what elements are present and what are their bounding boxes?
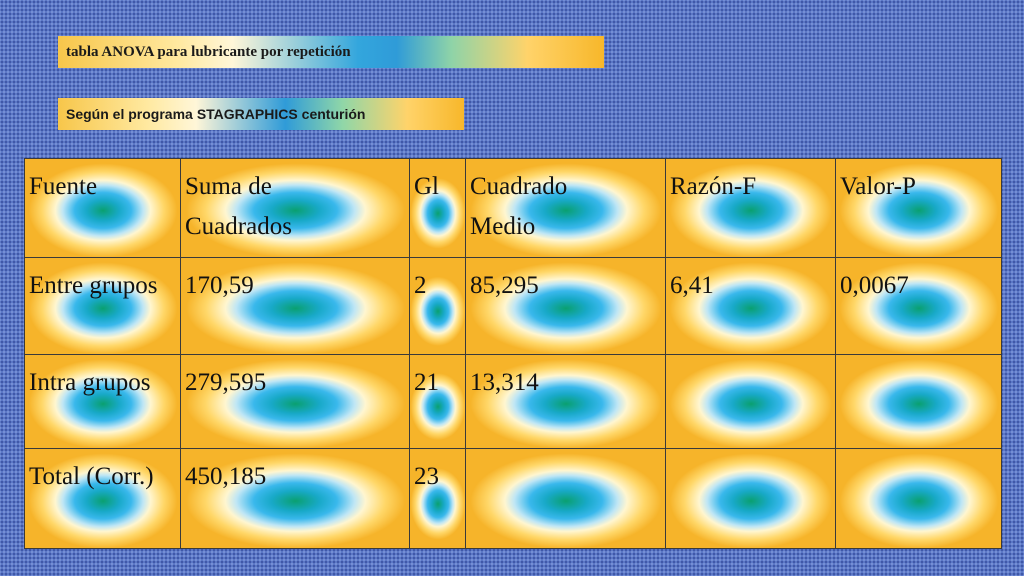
cell-fuente: Total (Corr.) <box>24 448 181 549</box>
table-row: Total (Corr.) 450,185 23 <box>24 448 1002 549</box>
cell-cuadrado-medio: 13,314 <box>465 354 666 449</box>
cell-cuadrado-medio <box>465 448 666 549</box>
slide-title: tabla ANOVA para lubricante por repetici… <box>66 43 351 60</box>
cell-cuadrado-medio: 85,295 <box>465 257 666 355</box>
cell-razon-f <box>665 354 836 449</box>
cell-valor-p <box>835 354 1002 449</box>
subtitle-suffix: centurión <box>301 106 366 122</box>
subtitle-prefix: Según el programa <box>66 106 193 122</box>
cell-gl: 23 <box>409 448 466 549</box>
cell-suma-cuadrados: 450,185 <box>180 448 410 549</box>
cell-gl: 2 <box>409 257 466 355</box>
cell-razon-f <box>665 448 836 549</box>
slide-title-banner: tabla ANOVA para lubricante por repetici… <box>58 36 604 68</box>
cell-valor-p <box>835 448 1002 549</box>
cell-fuente: Entre grupos <box>24 257 181 355</box>
cell-gl: 21 <box>409 354 466 449</box>
table-row: Entre grupos 170,59 2 85,295 6,41 0,0067 <box>24 257 1002 355</box>
header-gl: Gl <box>409 158 466 258</box>
header-cuadrado-medio: Cuadrado Medio <box>465 158 666 258</box>
header-suma-de-cuadrados: Suma de Cuadrados <box>180 158 410 258</box>
header-valor-p: Valor-P <box>835 158 1002 258</box>
table-row: Intra grupos 279,595 21 13,314 <box>24 354 1002 449</box>
header-fuente: Fuente <box>24 158 181 258</box>
table-header-row: Fuente Suma de Cuadrados Gl Cuadrado Medio… <box>24 158 1002 258</box>
subtitle-program: STAGRAPHICS <box>196 106 298 122</box>
anova-table: Fuente Suma de Cuadrados Gl Cuadrado Medio… <box>24 158 1002 549</box>
cell-valor-p: 0,0067 <box>835 257 1002 355</box>
cell-fuente: Intra grupos <box>24 354 181 449</box>
cell-suma-cuadrados: 170,59 <box>180 257 410 355</box>
header-razon-f: Razón-F <box>665 158 836 258</box>
cell-suma-cuadrados: 279,595 <box>180 354 410 449</box>
subtitle-banner: Según el programa STAGRAPHICS centurión <box>58 98 464 130</box>
cell-razon-f: 6,41 <box>665 257 836 355</box>
